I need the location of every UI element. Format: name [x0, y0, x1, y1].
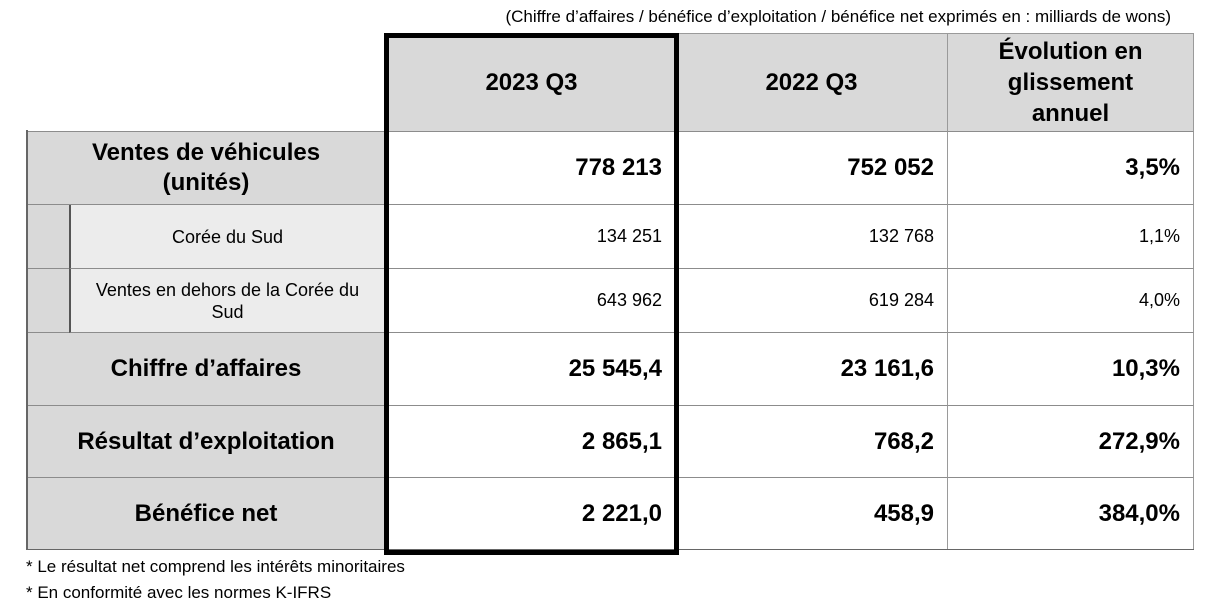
cell-operating-income-2022: 768,2	[676, 406, 948, 478]
row-indent	[28, 205, 69, 269]
cell-overseas-sales-2022: 619 284	[676, 269, 948, 333]
cell-vehicle-sales-2023: 778 213	[388, 131, 676, 205]
table-left-border	[26, 130, 28, 550]
row-label-south-korea: Corée du Sud	[69, 205, 384, 269]
header-yoy: Évolution en glissement annuel	[948, 33, 1194, 131]
cell-overseas-sales-yoy: 4,0%	[948, 269, 1194, 333]
cell-operating-income-2023: 2 865,1	[388, 406, 676, 478]
cell-net-income-2022: 458,9	[676, 478, 948, 550]
cell-vehicle-sales-yoy: 3,5%	[948, 131, 1194, 205]
row-label-overseas-sales: Ventes en dehors de la Corée du Sud	[69, 269, 384, 333]
cell-south-korea-2023: 134 251	[388, 205, 676, 269]
units-caption: (Chiffre d’affaires / bénéfice d’exploit…	[505, 7, 1171, 26]
cell-revenue-yoy: 10,3%	[948, 333, 1194, 406]
cell-overseas-sales-2023: 643 962	[388, 269, 676, 333]
cell-revenue-2023: 25 545,4	[388, 333, 676, 406]
row-label-revenue: Chiffre d’affaires	[28, 333, 384, 406]
cell-revenue-2022: 23 161,6	[676, 333, 948, 406]
header-2023-q3: 2023 Q3	[388, 33, 676, 131]
cell-south-korea-yoy: 1,1%	[948, 205, 1194, 269]
row-label-vehicle-sales: Ventes de véhicules (unités)	[28, 131, 384, 205]
header-2022-q3: 2022 Q3	[676, 33, 948, 131]
cell-south-korea-2022: 132 768	[676, 205, 948, 269]
cell-operating-income-yoy: 272,9%	[948, 406, 1194, 478]
row-label-net-income: Bénéfice net	[28, 478, 384, 550]
footnote-minority-interests: * Le résultat net comprend les intérêts …	[26, 557, 405, 576]
row-indent	[28, 269, 69, 333]
cell-vehicle-sales-2022: 752 052	[676, 131, 948, 205]
row-label-operating-income: Résultat d’exploitation	[28, 406, 384, 478]
cell-net-income-2023: 2 221,0	[388, 478, 676, 550]
table-bottom-border	[26, 549, 1194, 550]
cell-net-income-yoy: 384,0%	[948, 478, 1194, 550]
footnote-k-ifrs: * En conformité avec les normes K-IFRS	[26, 583, 332, 602]
